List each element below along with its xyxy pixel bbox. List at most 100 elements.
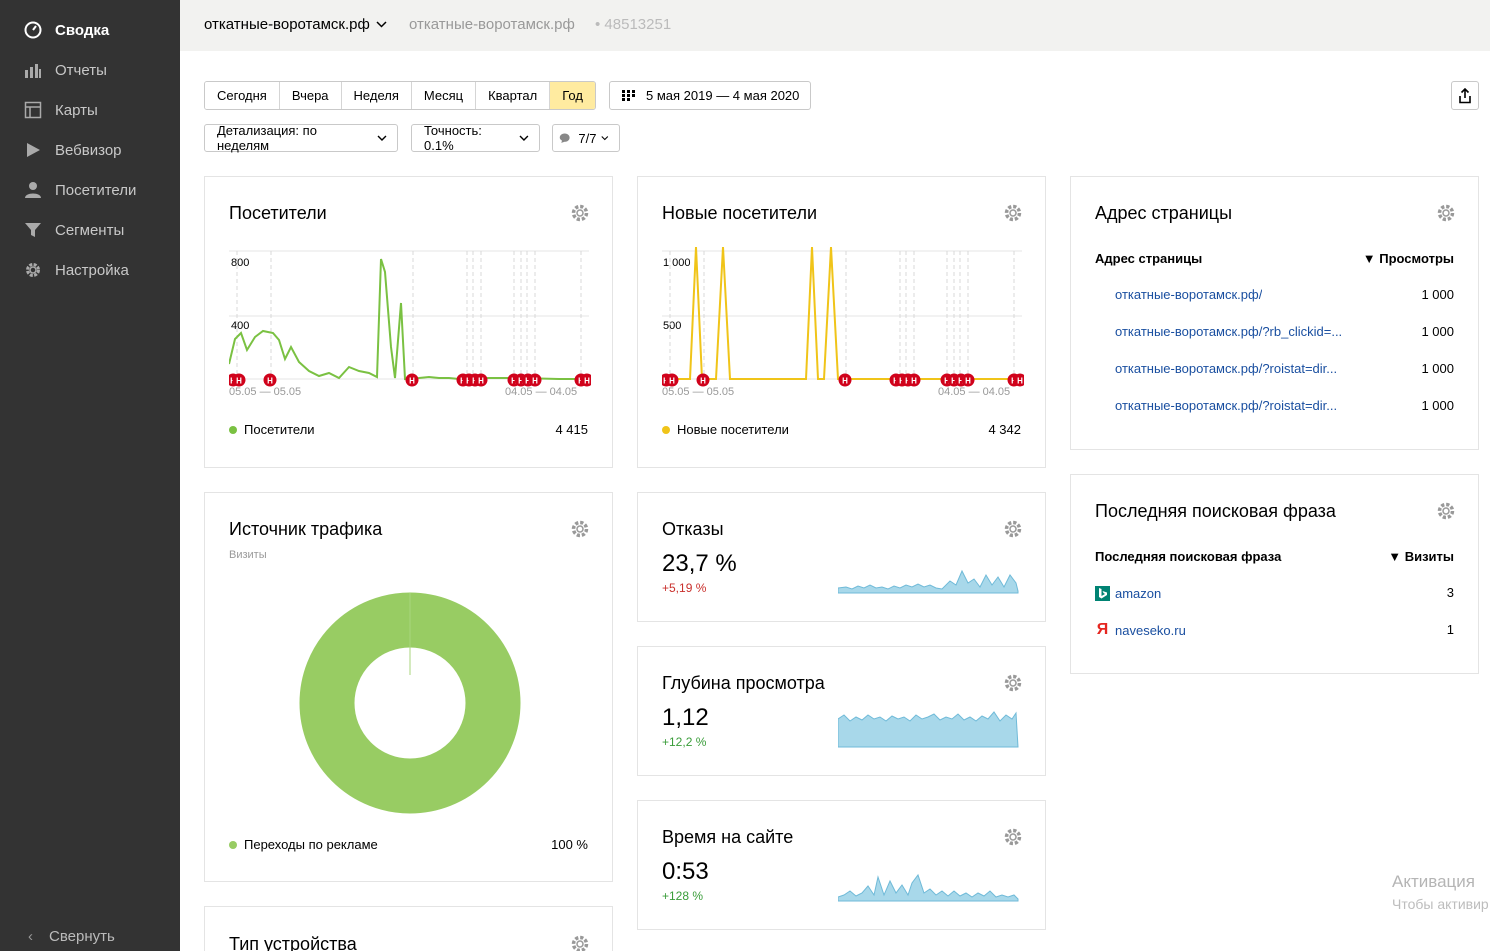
counter-name: откатные-воротамск.рф: [409, 16, 575, 33]
sidebar-item-maps[interactable]: Карты: [0, 90, 180, 130]
annotation-marker[interactable]: [405, 373, 419, 387]
page-url-link[interactable]: откатные-воротамск.рф/: [1115, 287, 1263, 302]
row-value: 1 000: [1421, 398, 1454, 413]
annotation-marker-glyph: H: [532, 377, 538, 386]
page-url-link[interactable]: откатные-воротамск.рф/?roistat=dir...: [1115, 361, 1338, 376]
annotation-marker[interactable]: [580, 373, 592, 387]
annotation-marker[interactable]: [961, 373, 975, 387]
annotation-marker-glyph: H: [518, 377, 524, 386]
period-yesterday-button[interactable]: Вчера: [279, 82, 342, 109]
search-phrase-link[interactable]: amazon: [1115, 585, 1162, 601]
legend-dot: [662, 425, 670, 434]
y-tick-label: 800: [231, 257, 250, 269]
row-value: 1 000: [1421, 361, 1454, 376]
period-quarter-button[interactable]: Квартал: [476, 82, 551, 109]
widget-device-type: Тип устройства: [204, 906, 613, 951]
row-value: 1 000: [1421, 287, 1454, 302]
date-range-picker[interactable]: 5 мая 2019 — 4 мая 2020: [609, 81, 811, 110]
visitors-line-chart: HHHHHHHHHHHHHH: [229, 250, 592, 387]
annotation-marker[interactable]: [838, 373, 852, 387]
sort-column-header[interactable]: ▼ Просмотры: [1362, 251, 1454, 266]
accuracy-select[interactable]: Точность: 0.1%: [411, 123, 540, 153]
detail-select[interactable]: Детализация: по неделям: [204, 123, 398, 153]
metric-delta: +5,19 %: [662, 581, 707, 595]
period-today-button[interactable]: Сегодня: [205, 82, 280, 109]
notes-select[interactable]: 7/7: [552, 124, 620, 152]
sidebar: Сводка Отчеты Карты Вебвизор Посетители …: [0, 0, 180, 951]
counter-selector[interactable]: откатные-воротамск.рф: [204, 16, 387, 33]
widget-title: Новые посетители: [662, 203, 818, 223]
annotation-marker[interactable]: [474, 373, 488, 387]
legend-value: 100 %: [551, 837, 588, 852]
settings-gear-icon[interactable]: [570, 934, 590, 951]
annotation-marker-glyph: H: [409, 377, 415, 386]
widget-title: Источник трафика: [229, 519, 383, 539]
settings-gear-icon[interactable]: [1003, 203, 1023, 223]
period-month-button[interactable]: Месяц: [411, 82, 477, 109]
sidebar-item-visitors[interactable]: Посетители: [0, 170, 180, 210]
collapse-sidebar-button[interactable]: ‹ Свернуть: [0, 921, 180, 951]
annotation-marker[interactable]: [1013, 373, 1025, 387]
sidebar-item-summary[interactable]: Сводка: [0, 10, 180, 50]
page-url-link[interactable]: откатные-воротамск.рф/?roistat=dir...: [1115, 398, 1338, 413]
settings-gear-icon[interactable]: [1436, 501, 1456, 521]
annotation-marker-glyph: H: [478, 377, 484, 386]
chart-legend[interactable]: Посетители: [229, 422, 315, 437]
settings-gear-icon[interactable]: [1436, 203, 1456, 223]
settings-gear-icon[interactable]: [570, 203, 590, 223]
sidebar-item-segments[interactable]: Сегменты: [0, 210, 180, 250]
widget-title: Последняя поисковая фраза: [1095, 501, 1336, 521]
annotation-marker[interactable]: [528, 373, 542, 387]
play-icon: [24, 141, 42, 159]
legend-total: 4 342: [988, 422, 1021, 437]
period-selector: Сегодня Вчера Неделя Месяц Квартал Год: [204, 81, 596, 110]
annotation-marker[interactable]: [665, 373, 679, 387]
legend-dot: [229, 840, 237, 849]
table-header: Адрес страницы ▼ Просмотры: [1095, 251, 1454, 269]
yandex-icon: Я: [1096, 621, 1109, 638]
legend-dot: [229, 425, 237, 434]
date-end-label: 04.05 — 04.05: [938, 386, 1011, 398]
sidebar-item-reports[interactable]: Отчеты: [0, 50, 180, 90]
annotation-marker[interactable]: [696, 373, 710, 387]
period-week-button[interactable]: Неделя: [341, 82, 412, 109]
widget-page-address: Адрес страницы Адрес страницы ▼ Просмотр…: [1070, 176, 1479, 450]
sidebar-item-settings[interactable]: Настройка: [0, 250, 180, 290]
widget-subtitle: Визиты: [229, 549, 267, 561]
annotation-marker[interactable]: [263, 373, 277, 387]
settings-gear-icon[interactable]: [1003, 673, 1023, 693]
annotation-marker-glyph: H: [842, 377, 848, 386]
depth-sparkline: [838, 711, 1019, 748]
legend-label: Посетители: [244, 422, 315, 437]
settings-gear-icon[interactable]: [1003, 827, 1023, 847]
widget-title: Глубина просмотра: [662, 673, 825, 693]
sidebar-item-webvisor[interactable]: Вебвизор: [0, 130, 180, 170]
search-phrase-link[interactable]: naveseko.ru: [1115, 622, 1186, 638]
person-icon: [24, 181, 42, 199]
annotation-marker-glyph: H: [511, 377, 517, 386]
widget-traffic-source: Источник трафика Визиты Переходы по рекл…: [204, 492, 613, 882]
annotation-marker-glyph: H: [911, 377, 917, 386]
period-year-button[interactable]: Год: [550, 82, 595, 109]
sidebar-item-label: Карты: [55, 101, 98, 119]
table-row: amazon 3: [1095, 583, 1454, 603]
annotation-marker-glyph: H: [1017, 377, 1023, 386]
annotation-marker[interactable]: [232, 373, 246, 387]
chevron-down-icon: [377, 135, 387, 141]
widget-title: Время на сайте: [662, 827, 794, 847]
chart-legend[interactable]: Новые посетители: [662, 422, 789, 437]
annotation-marker[interactable]: [907, 373, 921, 387]
table-row: Я naveseko.ru 1: [1095, 620, 1454, 640]
gear-icon: [24, 261, 42, 279]
chart-legend[interactable]: Переходы по рекламе: [229, 837, 378, 852]
settings-gear-icon[interactable]: [1003, 519, 1023, 539]
sidebar-item-label: Отчеты: [55, 61, 107, 79]
settings-gear-icon[interactable]: [570, 519, 590, 539]
y-tick-label: 400: [231, 320, 250, 332]
export-button[interactable]: [1451, 81, 1479, 110]
metric-value: 23,7 %: [662, 550, 737, 577]
sort-column-header[interactable]: ▼ Визиты: [1388, 549, 1454, 564]
page-url-link[interactable]: откатные-воротамск.рф/?rb_clickid=...: [1115, 324, 1343, 339]
comment-icon: [559, 133, 570, 143]
map-icon: [24, 101, 42, 119]
